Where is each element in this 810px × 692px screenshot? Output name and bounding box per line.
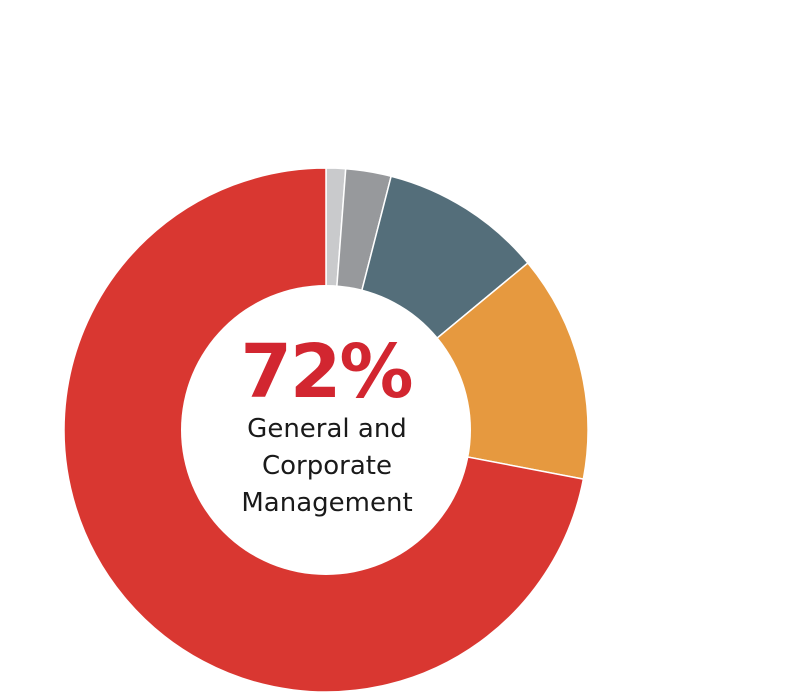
center-label-line-1: General and	[247, 414, 407, 444]
center-label-line-3: Management	[241, 488, 412, 518]
donut-hole	[181, 285, 471, 575]
center-label-line-2: Corporate	[262, 451, 392, 481]
center-percentage: 72%	[240, 329, 411, 415]
